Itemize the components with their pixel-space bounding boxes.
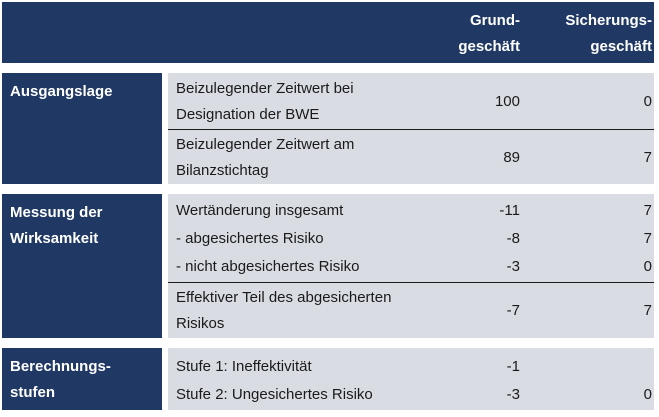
- header-col2-line2: geschäft: [590, 38, 652, 55]
- section-messung-der-wirksamkeit: Messung der Wirksamkeit Wertänderung ins…: [2, 194, 654, 338]
- section-label: Messung der Wirksamkeit: [2, 194, 162, 338]
- value-sicherungsgeschaeft: 7: [643, 302, 652, 319]
- value-sicherungsgeschaeft: 7: [643, 230, 652, 247]
- value-grundgeschaeft: -3: [506, 258, 520, 275]
- row-description-line1: Beizulegender Zeitwert am: [176, 136, 355, 153]
- row-description: Beizulegender Zeitwert am Bilanzstichtag: [176, 132, 466, 184]
- section-body: Beizulegender Zeitwert bei Designation d…: [168, 73, 654, 184]
- table-row: Beizulegender Zeitwert am Bilanzstichtag…: [168, 129, 654, 185]
- value-grundgeschaeft: -1: [506, 358, 520, 375]
- row-description: - abgesichertes Risiko: [176, 230, 324, 247]
- section-ausgangslage: Ausgangslage Beizulegender Zeitwert bei …: [2, 73, 654, 184]
- row-description: Beizulegender Zeitwert bei Designation d…: [176, 76, 466, 128]
- row-description-line1: Beizulegender Zeitwert bei: [176, 80, 354, 97]
- table-row: - abgesichertes Risiko -8 7: [168, 226, 654, 252]
- table-row: - nicht abgesichertes Risiko -3 0: [168, 254, 654, 280]
- header-col2-line1: Sicherungs-: [565, 12, 652, 29]
- table-row: Effektiver Teil des abgesicherten Risiko…: [168, 282, 654, 339]
- row-description-line2: Risikos: [176, 315, 225, 332]
- value-grundgeschaeft: -8: [506, 230, 520, 247]
- section-label-line1: Berechnungs-: [10, 358, 111, 375]
- row-description-line2: Bilanzstichtag: [176, 162, 269, 179]
- header-col1-line2: geschäft: [458, 38, 520, 55]
- value-sicherungsgeschaeft: 7: [643, 202, 652, 219]
- table-row: Stufe 2: Ungesichertes Risiko -3 0: [168, 382, 654, 408]
- value-sicherungsgeschaeft: 0: [643, 386, 652, 403]
- section-label-line2: Wirksamkeit: [10, 230, 99, 247]
- header-grundgeschaeft: Grund- geschäft: [430, 8, 520, 60]
- row-description: Effektiver Teil des abgesicherten Risiko…: [176, 285, 466, 337]
- value-sicherungsgeschaeft: 0: [643, 93, 652, 110]
- table-row: Stufe 1: Ineffektivität -1: [168, 354, 654, 380]
- section-body: Stufe 1: Ineffektivität -1 Stufe 2: Unge…: [168, 348, 654, 410]
- value-grundgeschaeft: -7: [506, 302, 520, 319]
- table-row: Wertänderung insgesamt -11 7: [168, 198, 654, 224]
- row-description-line1: Effektiver Teil des abgesicherten: [176, 289, 392, 306]
- value-grundgeschaeft: 89: [503, 149, 520, 166]
- section-label: Ausgangslage: [2, 73, 162, 184]
- value-sicherungsgeschaeft: 7: [643, 149, 652, 166]
- section-label-line1: Ausgangslage: [10, 83, 113, 100]
- section-label-line1: Messung der: [10, 204, 103, 221]
- table-row: Beizulegender Zeitwert bei Designation d…: [168, 73, 654, 129]
- section-label: Berechnungs- stufen: [2, 348, 162, 410]
- table-header: Grund- geschäft Sicherungs- geschäft: [2, 2, 654, 63]
- header-sicherungsgeschaeft: Sicherungs- geschäft: [532, 8, 652, 60]
- section-label-line2: stufen: [10, 384, 55, 401]
- row-description: - nicht abgesichertes Risiko: [176, 258, 360, 275]
- value-grundgeschaeft: -11: [499, 202, 520, 219]
- value-grundgeschaeft: -3: [506, 386, 520, 403]
- value-grundgeschaeft: 100: [494, 93, 520, 110]
- value-sicherungsgeschaeft: 0: [643, 258, 652, 275]
- row-description: Wertänderung insgesamt: [176, 202, 344, 219]
- header-col1-line1: Grund-: [470, 12, 520, 29]
- row-description: Stufe 2: Ungesichertes Risiko: [176, 386, 373, 403]
- row-description-line2: Designation der BWE: [176, 106, 320, 123]
- section-berechnungsstufen: Berechnungs- stufen Stufe 1: Ineffektivi…: [2, 348, 654, 410]
- section-body: Wertänderung insgesamt -11 7 - abgesiche…: [168, 194, 654, 338]
- row-description: Stufe 1: Ineffektivität: [176, 358, 312, 375]
